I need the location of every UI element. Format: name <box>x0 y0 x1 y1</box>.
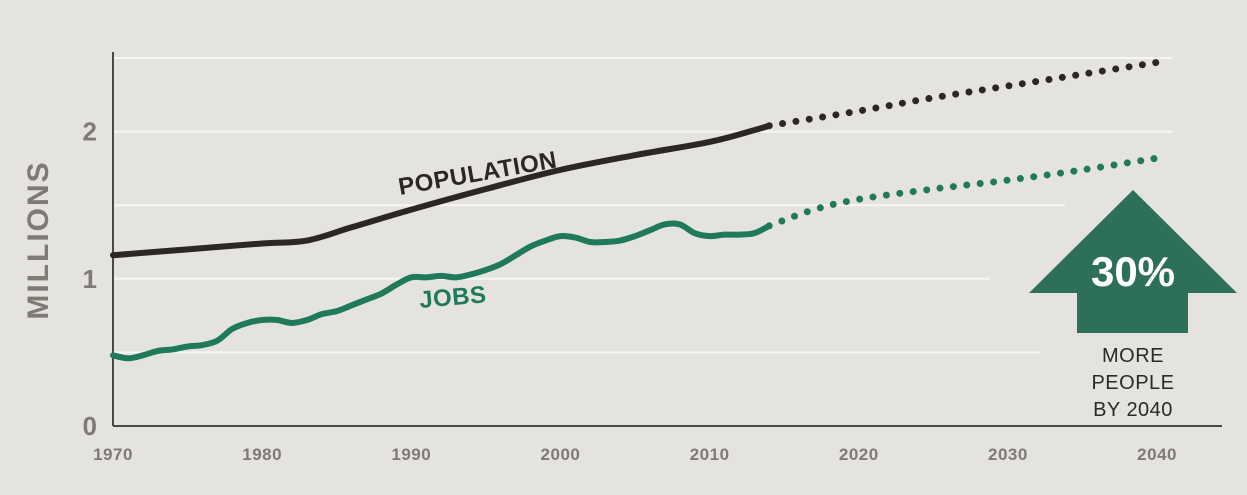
x-tick-label: 1990 <box>391 445 431 464</box>
x-tick-label: 2030 <box>988 445 1028 464</box>
axes <box>112 52 1222 427</box>
callout-value: 30% <box>1091 248 1175 295</box>
x-tick-label: 2020 <box>839 445 879 464</box>
y-tick-label: 1 <box>83 264 97 294</box>
callout-line-1: MORE <box>1102 345 1164 367</box>
callout: 30% MORE PEOPLE BY 2040 <box>1029 190 1237 421</box>
gridlines <box>113 57 1172 354</box>
jobs-actual-line <box>110 220 773 362</box>
callout-line-3: BY 2040 <box>1093 399 1173 421</box>
series <box>110 58 1161 362</box>
y-tick-label: 2 <box>83 117 97 147</box>
x-tick-label: 2000 <box>541 445 581 464</box>
y-tick-label: 0 <box>83 411 97 441</box>
y-axis-label: MILLIONS <box>22 160 55 319</box>
callout-line-2: PEOPLE <box>1091 372 1174 394</box>
x-tick-label: 2010 <box>690 445 730 464</box>
jobs-projected-line <box>765 154 1161 230</box>
x-tick-label: 1970 <box>93 445 133 464</box>
x-tick-labels: 1970 1980 1990 2000 2010 2020 2030 2040 <box>93 445 1177 464</box>
x-tick-label: 2040 <box>1137 445 1177 464</box>
up-arrow-icon <box>1029 190 1237 333</box>
jobs-label: JOBS <box>418 281 487 314</box>
y-tick-labels: 0 1 2 <box>83 117 97 441</box>
population-projected-line <box>765 58 1161 130</box>
x-tick-label: 1980 <box>242 445 282 464</box>
population-actual-line <box>110 122 773 259</box>
